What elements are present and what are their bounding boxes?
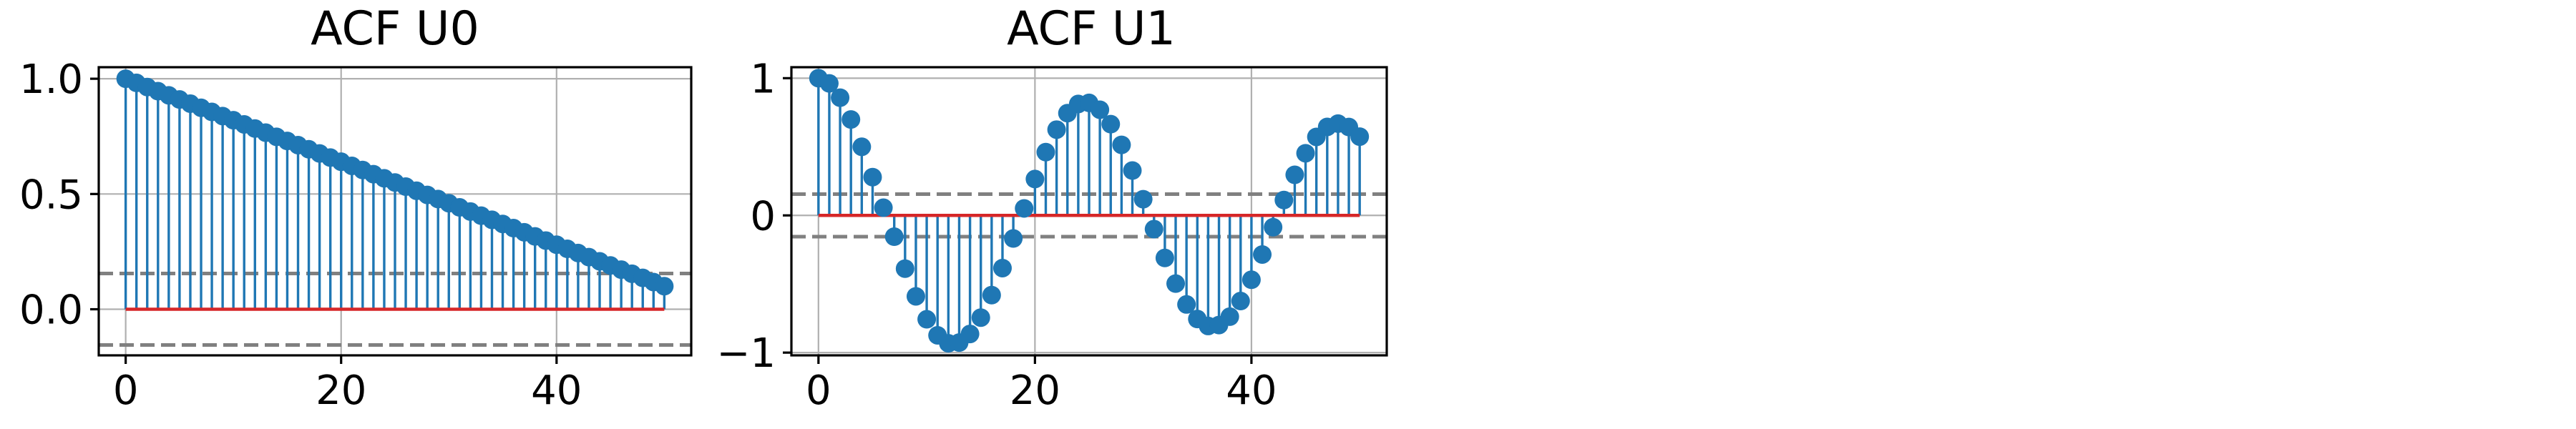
stem-marker bbox=[1241, 270, 1261, 290]
y-tick-label: 0.5 bbox=[19, 172, 83, 218]
stem-marker bbox=[1036, 142, 1055, 162]
chart-acf-u1: ACF U1 0 20 40 −1 0 1 bbox=[716, 2, 1388, 414]
y-tick-label: 1.0 bbox=[19, 56, 83, 103]
stem-marker bbox=[1123, 161, 1142, 180]
x-tick-label: 20 bbox=[316, 368, 366, 414]
stem-marker bbox=[1177, 295, 1196, 314]
stem-marker bbox=[1264, 217, 1283, 237]
y-tick-label: 0 bbox=[750, 193, 776, 240]
stem-marker bbox=[1231, 292, 1250, 311]
stem-marker bbox=[917, 310, 937, 329]
y-tick-label: 1 bbox=[750, 56, 776, 102]
stem-marker bbox=[982, 285, 1001, 305]
stem-marker bbox=[863, 167, 882, 187]
stem-marker bbox=[960, 325, 980, 344]
stem-marker bbox=[1091, 100, 1110, 119]
stem-marker bbox=[831, 88, 850, 107]
stem-marker bbox=[655, 277, 674, 296]
stem-marker bbox=[906, 287, 925, 306]
stem-marker bbox=[1274, 190, 1294, 209]
stem-marker bbox=[1220, 307, 1239, 326]
stem-marker bbox=[819, 74, 839, 93]
stem-marker bbox=[1101, 114, 1121, 134]
y-tick-label: 0.0 bbox=[19, 287, 83, 334]
stem-marker bbox=[1025, 169, 1045, 189]
chart-acf-u0: ACF U0 0 20 40 0.0 0.5 1.0 bbox=[19, 2, 693, 414]
stem-marker bbox=[1133, 189, 1153, 209]
chart-title-u1: ACF U1 bbox=[1007, 2, 1176, 56]
stem-marker bbox=[1004, 229, 1023, 248]
stem-marker bbox=[1296, 144, 1315, 163]
stem-marker bbox=[1350, 127, 1370, 147]
stem-marker bbox=[1155, 248, 1174, 267]
stem-marker bbox=[1015, 199, 1034, 218]
stem-marker bbox=[1047, 120, 1066, 139]
stem-marker bbox=[1112, 135, 1131, 154]
stem-marker bbox=[992, 258, 1012, 277]
x-tick-label: 40 bbox=[1226, 368, 1277, 414]
stem-marker bbox=[1166, 274, 1186, 293]
stem-marker bbox=[841, 110, 861, 129]
x-tick-label: 40 bbox=[531, 368, 582, 414]
x-tick-label: 20 bbox=[1010, 368, 1060, 414]
stem-marker bbox=[1144, 220, 1163, 239]
stem-marker bbox=[874, 198, 893, 217]
stem-marker bbox=[895, 259, 914, 278]
stem-marker bbox=[884, 227, 904, 247]
stem-marker bbox=[1253, 245, 1272, 264]
stem-marker bbox=[852, 137, 872, 157]
x-tick-label: 0 bbox=[806, 368, 831, 414]
y-tick-label: −1 bbox=[716, 330, 776, 377]
stem-marker bbox=[971, 308, 990, 327]
plot-frame bbox=[790, 66, 1388, 357]
chart-title-u0: ACF U0 bbox=[311, 2, 479, 56]
stem-marker bbox=[1285, 165, 1304, 184]
plot-frame bbox=[97, 66, 693, 357]
x-tick-label: 0 bbox=[113, 368, 139, 414]
